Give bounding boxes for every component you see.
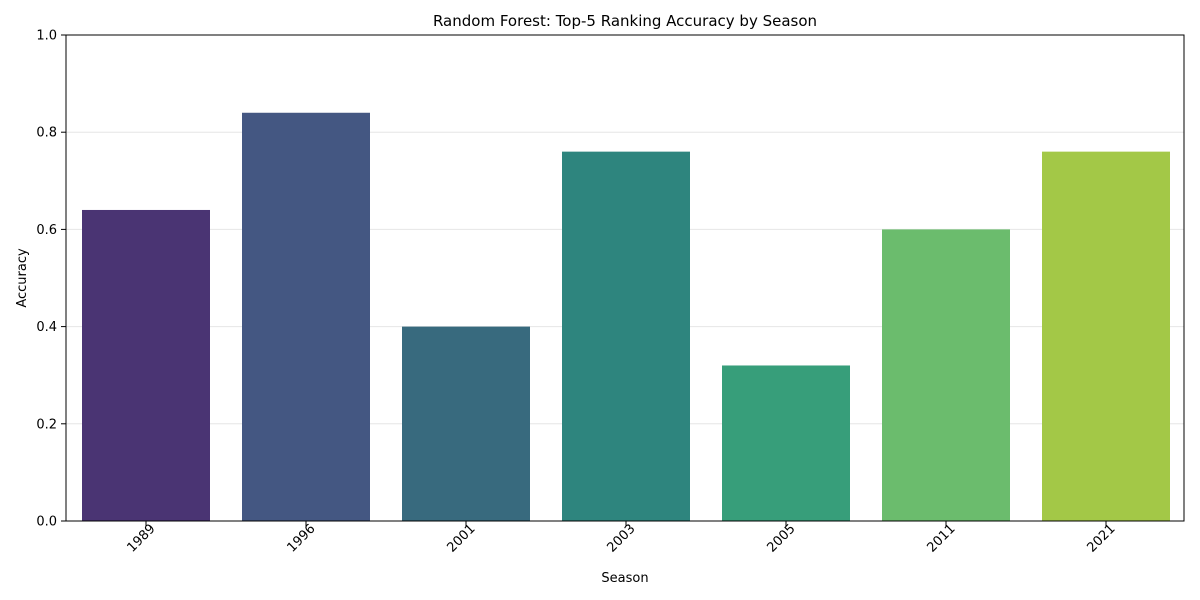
y-tick-label: 0.4 (36, 320, 57, 335)
y-tick-label: 0.8 (36, 126, 57, 141)
y-tick-label: 0.6 (36, 223, 57, 238)
y-axis-title: Accuracy (15, 248, 30, 308)
bar-2011 (882, 229, 1010, 521)
bars (82, 112, 1170, 521)
chart-title: Random Forest: Top-5 Ranking Accuracy by… (433, 12, 817, 30)
plot-frame (65, 34, 1185, 522)
bar-2021 (1042, 151, 1170, 521)
y-tick-label: 1.0 (36, 29, 57, 44)
bar-2003 (562, 151, 690, 521)
y-tick-label: 0.2 (36, 417, 57, 432)
y-tick-label: 0.0 (36, 515, 57, 530)
bar-1989 (82, 209, 210, 521)
y-axis-ticks: 0.0 0.2 0.4 0.6 0.8 1.0 (36, 29, 66, 530)
bar-2001 (402, 326, 530, 521)
x-axis-title: Season (601, 571, 648, 586)
bar-1996 (242, 112, 370, 521)
bar-2005 (722, 365, 850, 521)
